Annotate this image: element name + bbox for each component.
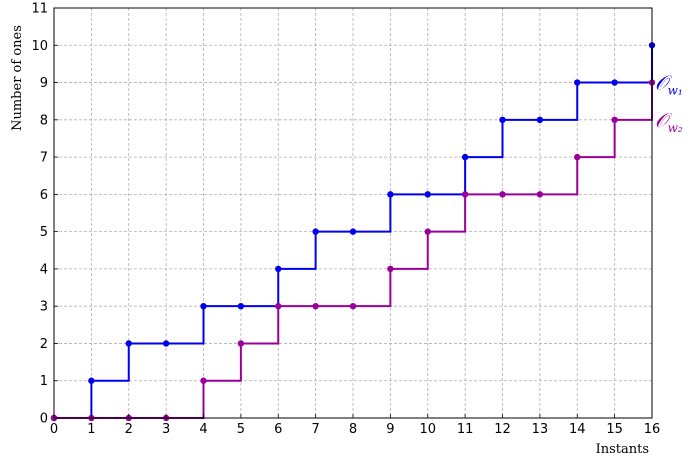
- x-tick-label: 15: [606, 422, 623, 437]
- x-tick-label: 3: [162, 422, 170, 437]
- x-tick-label: 11: [457, 422, 474, 437]
- data-point: [88, 377, 95, 384]
- data-point: [536, 116, 544, 124]
- series-labels: 𝒪w₁ 𝒪w₂: [655, 71, 683, 135]
- data-point: [499, 191, 506, 198]
- x-tick-label: 1: [87, 422, 95, 437]
- data-point: [574, 153, 581, 161]
- y-tick-label: 4: [40, 262, 48, 277]
- data-point: [312, 302, 319, 310]
- x-tick-label: 6: [274, 422, 282, 437]
- data-point: [611, 116, 618, 124]
- data-point: [574, 79, 581, 86]
- x-tick-label: 10: [419, 422, 436, 437]
- y-tick-label: 5: [40, 225, 48, 240]
- data-point: [424, 228, 431, 235]
- x-tick-label: 16: [644, 422, 661, 437]
- data-point: [387, 191, 394, 198]
- data-point: [461, 191, 469, 198]
- y-tick-label: 2: [40, 337, 48, 352]
- x-tick-label: 0: [50, 422, 58, 437]
- x-tick-label: 13: [532, 422, 549, 437]
- y-tick-label: 0: [40, 412, 48, 427]
- series-label-sub: w₂: [668, 121, 683, 135]
- series-label: 𝒪w₁: [655, 71, 683, 98]
- y-tick-label: 1: [40, 374, 48, 389]
- y-tick-label: 9: [40, 76, 48, 91]
- y-tick-label: 8: [40, 113, 48, 128]
- data-point: [125, 340, 132, 347]
- x-tick-label: 4: [199, 422, 207, 437]
- axes: [53, 7, 653, 419]
- data-point: [424, 191, 431, 198]
- y-tick-label: 7: [40, 151, 48, 166]
- y-tick-label: 11: [31, 2, 48, 17]
- data-point: [275, 302, 282, 310]
- data-point: [461, 153, 469, 161]
- data-point: [200, 377, 207, 384]
- data-point: [275, 265, 282, 273]
- data-point: [162, 340, 170, 347]
- x-tick-label: 5: [237, 422, 245, 437]
- data-point: [237, 340, 245, 347]
- x-tick-label: 8: [349, 422, 357, 437]
- data-point: [349, 228, 357, 235]
- series-label: 𝒪w₂: [655, 108, 683, 135]
- grid: [53, 7, 653, 419]
- y-tick-label: 6: [40, 188, 48, 203]
- data-point: [312, 228, 319, 235]
- data-point: [536, 191, 544, 198]
- series-label-sub: w₁: [668, 84, 683, 98]
- x-tick-label: 2: [125, 422, 133, 437]
- data-point: [499, 116, 506, 124]
- x-tick-label: 12: [494, 422, 511, 437]
- x-axis-title: Instants: [596, 442, 649, 457]
- data-point: [349, 302, 357, 310]
- data-point: [200, 302, 207, 310]
- y-axis-title: Number of ones: [10, 25, 25, 131]
- y-tick-label: 3: [40, 300, 48, 315]
- data-point: [237, 302, 245, 310]
- x-tick-label: 9: [386, 422, 394, 437]
- series-line: [54, 82, 653, 419]
- y-tick-label: 10: [31, 39, 48, 54]
- x-tick-label: 14: [569, 422, 586, 437]
- data-point: [387, 265, 394, 273]
- data-point: [611, 79, 618, 86]
- x-tick-label: 7: [311, 422, 319, 437]
